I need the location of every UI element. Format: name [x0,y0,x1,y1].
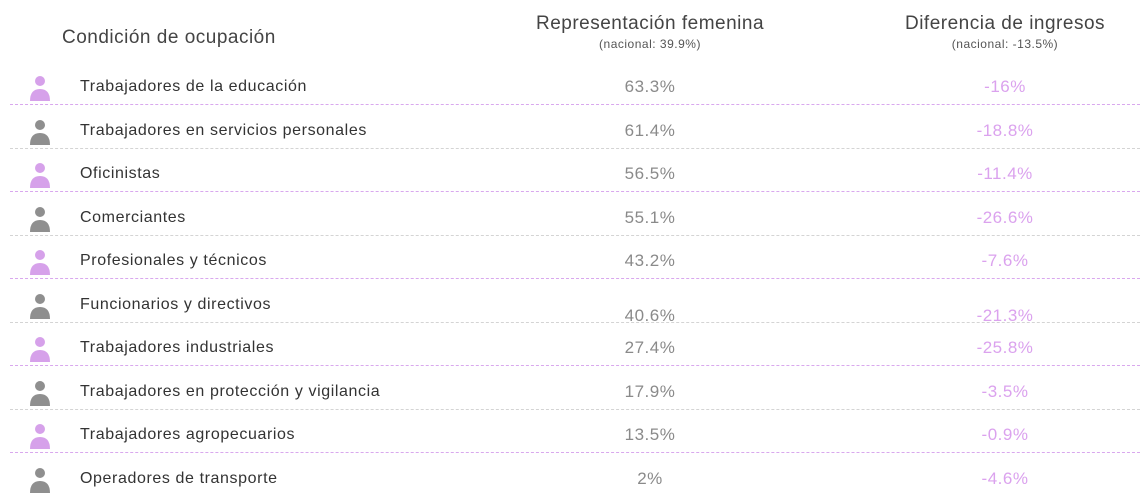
female-share: 27.4% [624,338,676,357]
female-share: 17.9% [624,381,676,401]
income-gap: -25.8% [976,338,1034,357]
occupation-name: Trabajadores de la educación [80,78,308,95]
female-share: 43.2% [624,251,676,270]
income-gap: -18.8% [976,120,1034,140]
female-share: 13.5% [624,425,676,444]
row-separator [10,147,1140,149]
icon-svg [30,250,50,275]
occupation-name: Oficinistas [80,165,161,182]
icon-svg [30,380,50,406]
occupation-name: Profesionales y técnicos [80,252,267,269]
icon-svg [30,293,50,319]
female-share: 63.3% [624,77,676,96]
occupation-name: Funcionarios y directivos [80,295,272,313]
income-gap: -16% [984,77,1026,96]
income-gap: -7.6% [981,251,1029,270]
table-row: Trabajadores agropecuarios 13.5% -0.9% [0,414,1140,457]
row-icon [26,335,54,368]
icon-svg [30,76,50,101]
occupation-name: Trabajadores en servicios personales [80,121,367,139]
occupation-name: Operadores de transporte [80,469,278,487]
row-separator [10,452,1140,453]
female-share: 56.5% [624,164,676,183]
income-gap: -26.6% [976,207,1034,227]
table-row: Funcionarios y directivos 40.6% -21.3% [0,284,1140,327]
table-row: Oficinistas 56.5% -11.4% [0,153,1140,196]
income-gap: -21.3% [976,305,1034,325]
row-icon [26,118,54,151]
table-row: Operadores de transporte 2% -4.6% [0,458,1140,501]
row-icon [26,422,54,455]
table-row: Trabajadores en protección y vigilancia 1… [0,371,1140,414]
row-separator [10,234,1140,236]
row-separator [10,278,1140,279]
row-separator [10,365,1140,366]
table-row: Trabajadores industriales 27.4% -25.8% [0,327,1140,370]
occupation-name: Trabajadores industriales [80,339,275,356]
header-female-note: (nacional: 39.9%) [599,37,701,51]
table-row: Trabajadores de la educación 63.3% -16% [0,66,1140,109]
header-name: Condición de ocupación [62,27,276,48]
row-separator [10,104,1140,105]
row-icon [26,466,54,499]
icon-svg [30,424,50,449]
row-icon [26,379,54,412]
income-gap: -11.4% [977,164,1033,183]
icon-svg [30,467,50,493]
row-separator [10,321,1140,323]
occupation-name: Comerciantes [80,208,186,226]
row-icon [26,74,54,107]
header-gap: Diferencia de ingresos [904,13,1106,34]
row-icon [26,292,54,325]
icon-svg [30,206,50,232]
row-icon [26,205,54,238]
female-share: 55.1% [624,207,676,227]
female-share: 61.4% [624,120,676,140]
income-gap: -4.6% [981,468,1029,488]
table-row: Trabajadores en servicios personales 61.4… [0,110,1140,153]
header-gap-note: (nacional: -13.5%) [951,37,1059,51]
header-female: Representación femenina [535,13,765,34]
occupation-name: Trabajadores agropecuarios [80,426,296,443]
table-row: Profesionales y técnicos 43.2% -7.6% [0,240,1140,283]
icon-svg [30,337,50,362]
icon-svg [30,163,50,188]
female-share: 2% [637,468,663,488]
income-gap: -3.5% [981,381,1029,401]
table-row: Comerciantes 55.1% -26.6% [0,197,1140,240]
female-share: 40.6% [624,305,676,325]
row-separator [10,191,1140,192]
occupation-name: Trabajadores en protección y vigilancia [80,382,381,400]
icon-svg [30,119,50,145]
row-icon [26,161,54,194]
row-icon [26,248,54,281]
income-gap: -0.9% [981,425,1029,444]
row-separator [10,408,1140,410]
